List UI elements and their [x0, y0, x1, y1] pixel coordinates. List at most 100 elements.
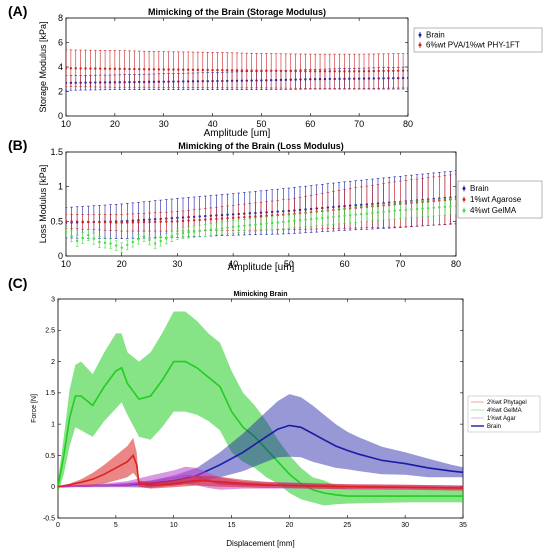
x-tick-label: 30	[401, 522, 409, 529]
x-tick-label: 20	[110, 119, 120, 129]
legend: 2%wt Phytagel 4%wt GelMA 1%wt Agar Brain	[467, 395, 541, 433]
legend-label: 2%wt Phytagel	[487, 400, 527, 406]
data-point	[260, 69, 263, 72]
data-point	[99, 67, 102, 70]
data-point	[387, 210, 391, 213]
data-point	[421, 207, 424, 210]
data-point	[354, 213, 357, 216]
data-point	[98, 240, 101, 244]
y-tick-label: 6	[58, 38, 63, 48]
data-point	[133, 67, 136, 71]
data-point	[360, 212, 363, 216]
data-point	[216, 68, 219, 72]
data-point	[74, 67, 77, 70]
data-point	[348, 214, 352, 217]
data-point	[315, 217, 318, 220]
x-tick-label: 40	[228, 259, 238, 269]
x-tick-label: 80	[451, 259, 461, 269]
data-point	[254, 215, 257, 218]
x-tick-label: 20	[286, 522, 294, 529]
x-tick-label: 0	[56, 522, 60, 529]
data-point	[289, 69, 292, 73]
data-point	[75, 239, 79, 242]
x-tick-label: 70	[395, 259, 405, 269]
y-tick-label: 1	[58, 182, 63, 192]
data-point	[237, 216, 240, 219]
data-point	[181, 231, 185, 235]
data-point	[198, 229, 201, 233]
data-point	[109, 221, 112, 224]
legend-label: Brain	[487, 424, 501, 430]
data-point	[392, 69, 395, 73]
legend-dot	[418, 33, 422, 37]
data-point	[182, 68, 185, 71]
data-point	[215, 217, 218, 221]
data-point	[326, 216, 330, 219]
legend-label: 1%wt Agar	[487, 416, 516, 422]
data-point	[243, 224, 246, 227]
data-point	[137, 238, 140, 241]
data-point	[209, 218, 213, 221]
data-point	[148, 238, 151, 242]
data-point	[198, 218, 201, 222]
data-point	[131, 240, 135, 244]
legend-dot	[462, 209, 466, 212]
data-point	[371, 211, 374, 215]
data-point	[282, 220, 285, 224]
y-tick-label: 0	[58, 111, 63, 121]
x-axis-label: Amplitude [um]	[204, 128, 271, 139]
x-tick-label: 35	[459, 522, 467, 529]
data-point	[438, 206, 441, 209]
y-tick-label: 0	[51, 484, 55, 491]
data-point	[186, 68, 190, 71]
data-point	[176, 220, 179, 223]
data-point	[304, 218, 307, 221]
data-point	[192, 219, 196, 222]
plot-marks	[66, 49, 408, 91]
x-axis-label: Amplitude [um]	[228, 262, 295, 273]
data-point	[259, 222, 263, 226]
y-tick-label: 2	[58, 87, 63, 97]
data-point	[231, 225, 235, 229]
data-point	[270, 221, 274, 225]
data-point	[211, 68, 214, 72]
data-point	[393, 209, 396, 212]
x-tick-label: 10	[170, 522, 178, 529]
data-point	[284, 69, 288, 73]
legend-dot	[462, 187, 466, 190]
data-point	[187, 219, 190, 222]
legend-dot	[418, 43, 422, 47]
data-point	[357, 70, 361, 73]
x-tick-label: 30	[172, 259, 182, 269]
data-point	[377, 69, 380, 73]
data-point	[137, 221, 140, 224]
data-point	[372, 69, 375, 73]
data-point	[231, 216, 235, 220]
y-tick-label: 4	[58, 62, 63, 72]
data-point	[153, 242, 157, 245]
data-point	[276, 221, 279, 224]
y-tick-label: 1.5	[45, 390, 55, 397]
data-point	[248, 224, 252, 227]
data-point	[153, 220, 157, 224]
y-tick-label: 3	[51, 296, 55, 303]
data-point	[230, 69, 234, 72]
data-point	[226, 69, 229, 72]
data-point	[298, 219, 302, 222]
data-point	[328, 70, 332, 73]
x-tick-label: 80	[403, 119, 413, 129]
legend-dot	[462, 198, 466, 201]
panel-2: (B) Mimicking of the Brain (Loss Modulus)…	[8, 137, 543, 273]
legend-label: Brain	[470, 184, 489, 193]
data-point	[162, 68, 165, 71]
data-point	[415, 207, 419, 211]
panel-label: (A)	[8, 3, 27, 19]
data-point	[432, 206, 435, 209]
data-point	[181, 219, 185, 223]
series-1	[58, 437, 463, 491]
x-tick-label: 25	[343, 522, 351, 529]
legend-label: 4%wt GelMA	[487, 408, 522, 414]
